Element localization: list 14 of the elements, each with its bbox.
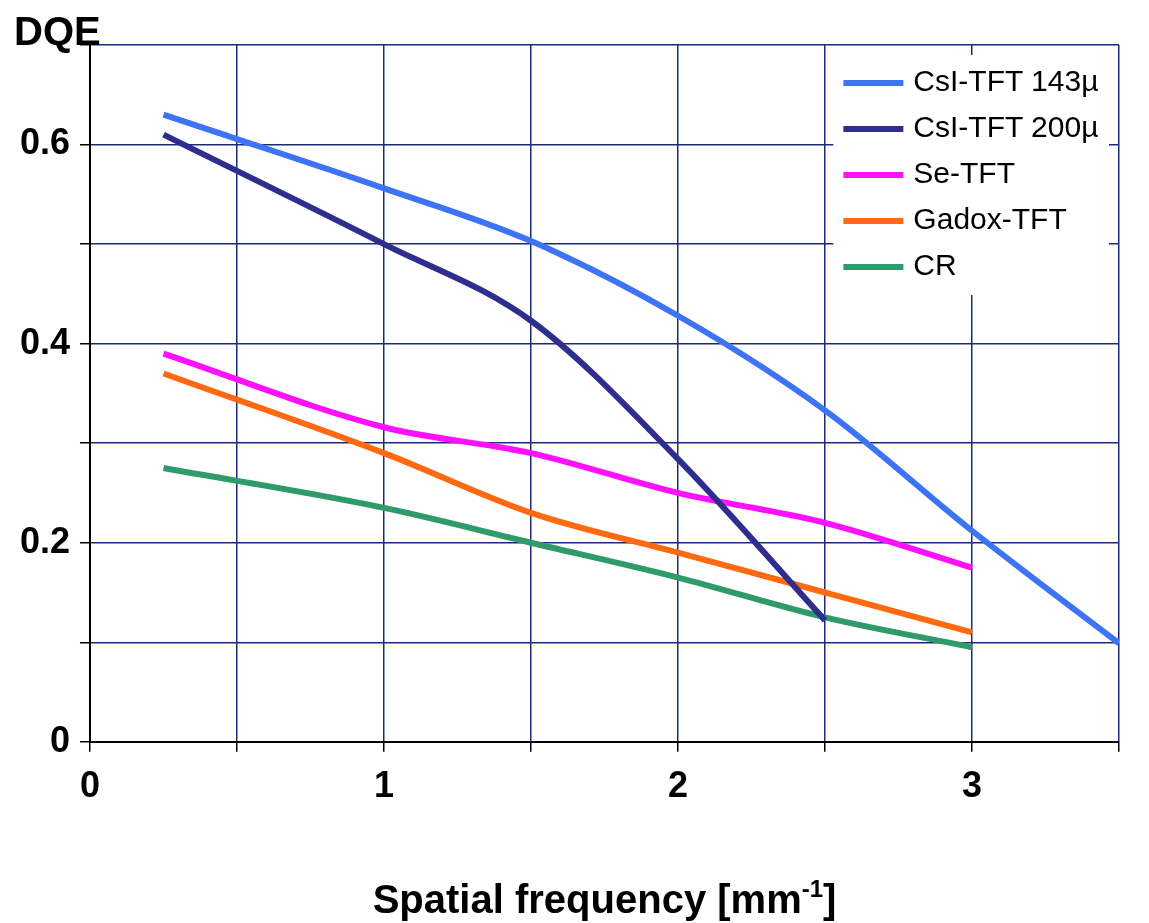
y-tick-label: 0.4 [20, 320, 71, 362]
legend-label: CR [913, 248, 957, 282]
legend-label: Gadox-TFT [913, 202, 1067, 236]
x-tick-label: 3 [961, 764, 983, 806]
y-axis-title: DQE [14, 9, 101, 54]
y-tick-label: 0 [50, 718, 71, 760]
legend-label: CsI-TFT 200µ [913, 110, 1099, 144]
legend-label: Se-TFT [913, 156, 1016, 190]
x-tick-label: 1 [374, 764, 395, 806]
legend-label: CsI-TFT 143µ [913, 64, 1099, 98]
x-tick-label: 0 [80, 764, 101, 806]
y-tick-label: 0.2 [20, 519, 71, 561]
y-tick-label: 0.6 [20, 121, 71, 163]
x-tick-label: 2 [668, 764, 689, 806]
